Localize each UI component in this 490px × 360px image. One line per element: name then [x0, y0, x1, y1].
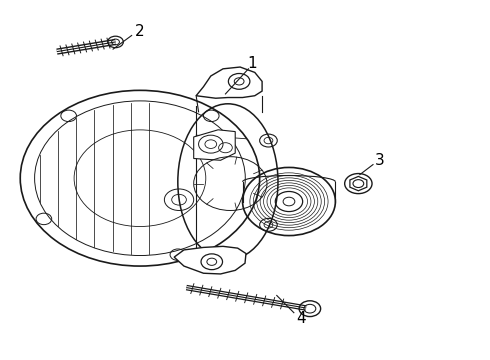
- Text: 2: 2: [135, 24, 145, 39]
- Polygon shape: [194, 130, 235, 160]
- Text: 3: 3: [374, 153, 384, 168]
- Polygon shape: [196, 67, 262, 98]
- Polygon shape: [174, 246, 246, 274]
- Text: 1: 1: [247, 56, 257, 71]
- Polygon shape: [350, 176, 367, 191]
- Text: 4: 4: [296, 311, 306, 325]
